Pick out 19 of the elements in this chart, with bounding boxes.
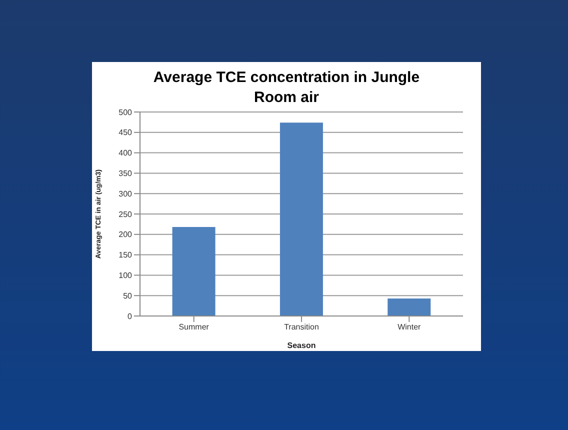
y-tick-label: 250	[118, 210, 133, 219]
bar	[280, 122, 323, 316]
y-tick-label: 350	[118, 169, 133, 178]
y-tick-label: 100	[118, 271, 133, 280]
y-tick-label: 450	[118, 128, 133, 138]
x-tick-label: Winter	[398, 322, 422, 332]
x-tick-label: Transition	[284, 322, 319, 332]
y-tick-label: 300	[118, 189, 133, 198]
x-tick-label: Summer	[178, 322, 210, 332]
x-axis-title: Season	[287, 341, 316, 350]
y-tick-label: 150	[118, 250, 133, 260]
chart-title: Average TCE concentration in Jungle Room air	[152, 68, 421, 108]
y-tick-label: 0	[128, 312, 133, 321]
bar	[172, 227, 216, 316]
y-tick-label: 200	[118, 230, 133, 240]
y-tick-label: 400	[118, 148, 133, 158]
bar	[388, 298, 431, 316]
y-tick-label: 50	[123, 291, 133, 300]
y-tick-label: 500	[118, 108, 133, 117]
